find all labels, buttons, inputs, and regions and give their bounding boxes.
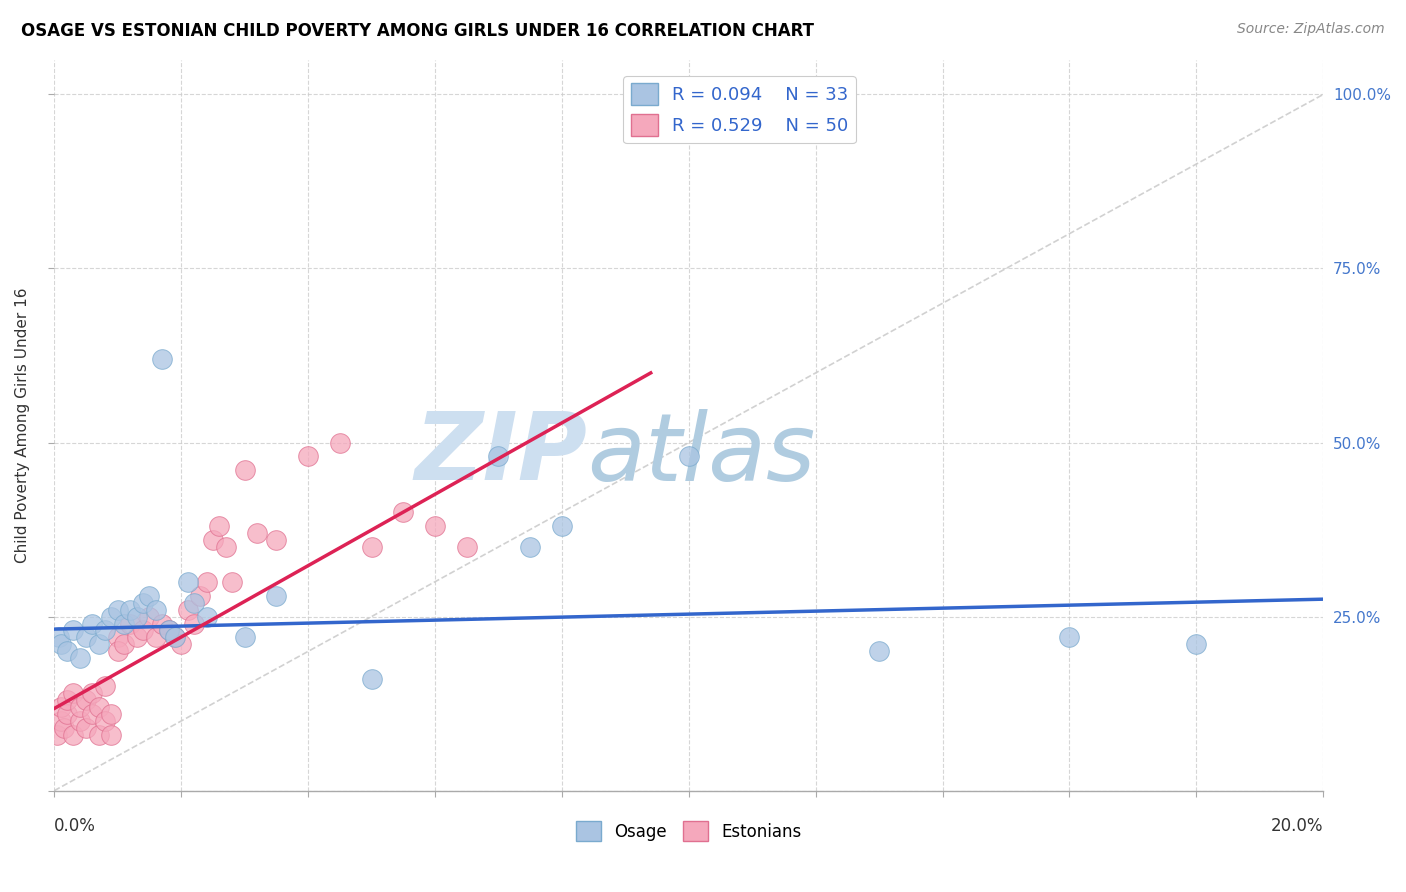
Point — [145, 602, 167, 616]
Point — [112, 616, 135, 631]
Point — [69, 651, 91, 665]
Point — [75, 693, 97, 707]
Point — [163, 631, 186, 645]
Point — [125, 631, 148, 645]
Point — [640, 108, 662, 122]
Point — [112, 637, 135, 651]
Point — [75, 631, 97, 645]
Y-axis label: Child Poverty Among Girls Under 16: Child Poverty Among Girls Under 16 — [15, 287, 30, 563]
Point — [150, 616, 173, 631]
Point — [48, 631, 70, 645]
Point — [170, 637, 193, 651]
Point — [488, 450, 510, 464]
Point — [360, 672, 382, 686]
Text: 0.0%: 0.0% — [55, 817, 96, 835]
Point — [519, 540, 541, 554]
Point — [1059, 631, 1081, 645]
Point — [195, 609, 218, 624]
Point — [551, 519, 574, 533]
Point — [208, 519, 231, 533]
Point — [195, 574, 218, 589]
Point — [87, 728, 110, 742]
Legend: R = 0.094    N = 33, R = 0.529    N = 50: R = 0.094 N = 33, R = 0.529 N = 50 — [623, 76, 856, 144]
Point — [94, 714, 117, 728]
Point — [157, 624, 180, 638]
Point — [56, 706, 79, 721]
Point — [201, 533, 224, 547]
Point — [120, 602, 142, 616]
Point — [221, 574, 243, 589]
Point — [157, 624, 180, 638]
Point — [176, 574, 198, 589]
Point — [94, 624, 117, 638]
Point — [62, 624, 84, 638]
Point — [69, 714, 91, 728]
Point — [62, 686, 84, 700]
Point — [82, 686, 104, 700]
Point — [120, 616, 142, 631]
Point — [138, 609, 160, 624]
Text: OSAGE VS ESTONIAN CHILD POVERTY AMONG GIRLS UNDER 16 CORRELATION CHART: OSAGE VS ESTONIAN CHILD POVERTY AMONG GI… — [21, 22, 814, 40]
Point — [69, 700, 91, 714]
Point — [138, 589, 160, 603]
Point — [62, 728, 84, 742]
Point — [100, 706, 122, 721]
Point — [100, 728, 122, 742]
Point — [150, 351, 173, 366]
Point — [49, 700, 72, 714]
Point — [868, 644, 890, 658]
Point — [87, 637, 110, 651]
Point — [125, 609, 148, 624]
Point — [214, 540, 236, 554]
Point — [56, 693, 79, 707]
Point — [266, 589, 288, 603]
Point — [360, 540, 382, 554]
Point — [49, 637, 72, 651]
Point — [100, 609, 122, 624]
Point — [87, 700, 110, 714]
Text: ZIP: ZIP — [415, 409, 588, 500]
Point — [107, 602, 129, 616]
Point — [145, 631, 167, 645]
Point — [107, 631, 129, 645]
Point — [132, 624, 155, 638]
Point — [233, 463, 256, 477]
Point — [392, 505, 415, 519]
Point — [75, 721, 97, 735]
Point — [183, 596, 205, 610]
Point — [266, 533, 288, 547]
Point — [49, 714, 72, 728]
Text: atlas: atlas — [588, 409, 815, 500]
Point — [1185, 637, 1208, 651]
Point — [329, 435, 352, 450]
Point — [82, 706, 104, 721]
Point — [176, 602, 198, 616]
Point — [94, 679, 117, 693]
Point — [423, 519, 446, 533]
Point — [188, 589, 211, 603]
Point — [678, 450, 700, 464]
Point — [107, 644, 129, 658]
Point — [82, 616, 104, 631]
Point — [132, 596, 155, 610]
Text: Source: ZipAtlas.com: Source: ZipAtlas.com — [1237, 22, 1385, 37]
Point — [233, 631, 256, 645]
Point — [246, 526, 269, 541]
Text: 20.0%: 20.0% — [1271, 817, 1323, 835]
Point — [52, 721, 75, 735]
Point — [56, 644, 79, 658]
Point — [183, 616, 205, 631]
Point — [46, 728, 69, 742]
Point — [456, 540, 478, 554]
Point — [163, 631, 186, 645]
Point — [297, 450, 319, 464]
